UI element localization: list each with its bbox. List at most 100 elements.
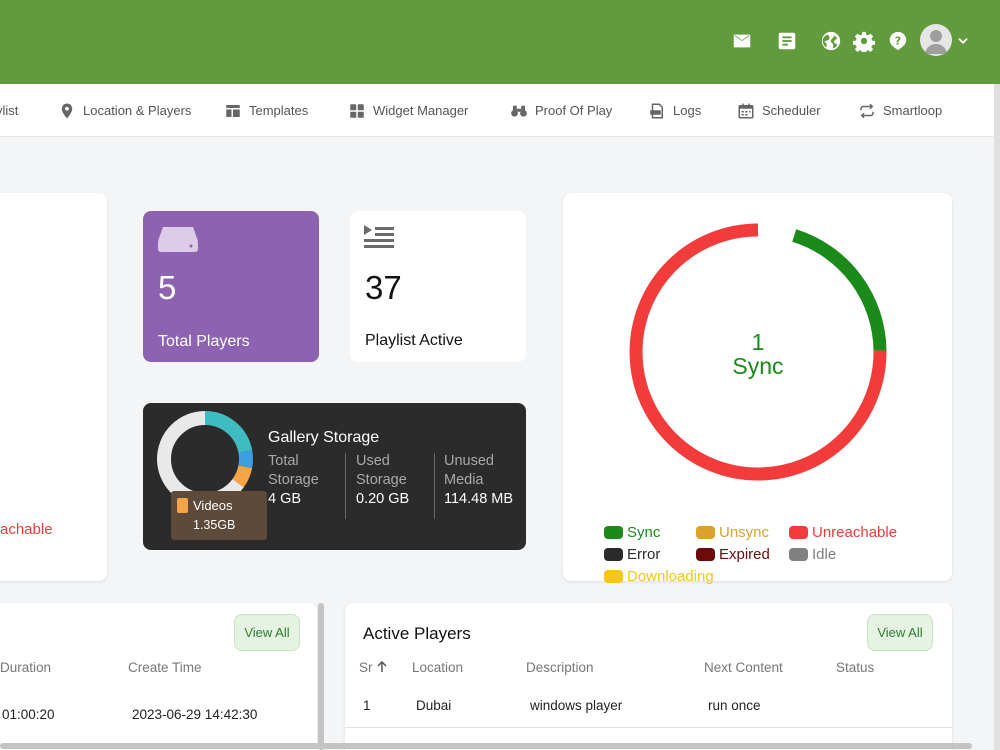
legend-item-unsync[interactable]: Unsync: [696, 524, 769, 541]
server-icon: [158, 227, 198, 252]
nav-item-widget-manager[interactable]: Widget Manager: [348, 84, 468, 137]
loop-icon: [860, 103, 874, 118]
column-header-create-time[interactable]: Create Time: [128, 660, 202, 675]
top-header-bar: ?: [0, 0, 1000, 84]
cell-create-time: 2023-06-29 14:42:30: [132, 707, 258, 722]
total-players-label: Total Players: [158, 333, 250, 350]
sync-count: 1: [751, 329, 765, 355]
tooltip-value: 1.35GB: [193, 518, 236, 532]
legend-label: Error: [627, 546, 661, 563]
cell-description: windows player: [530, 698, 623, 713]
column-header-sr[interactable]: Sr: [359, 660, 388, 675]
slice-audio[interactable]: [157, 411, 253, 507]
legend-label: Sync: [627, 524, 661, 541]
active-players-title: Active Players: [363, 624, 471, 643]
divider: [345, 453, 346, 519]
legend-label: Idle: [812, 546, 837, 563]
playlist-table-card: View All Duration Create Time 01:00:20 2…: [0, 603, 317, 750]
legend-label: Expired: [719, 546, 770, 563]
chevron-down-icon[interactable]: [956, 34, 970, 48]
svg-text:?: ?: [895, 35, 901, 48]
column-header-next-content[interactable]: Next Content: [704, 660, 783, 675]
tooltip-swatch: [177, 498, 188, 513]
legend-item-sync[interactable]: Sync: [604, 524, 660, 541]
legend-item-expired[interactable]: Expired: [696, 546, 770, 563]
sort-ascending-icon: [377, 660, 387, 672]
legend-label: Downloading: [627, 568, 714, 585]
tooltip-name: Videos: [193, 498, 233, 513]
view-all-playlist-button[interactable]: View All: [234, 614, 300, 651]
legend-item-idle[interactable]: Idle: [789, 546, 836, 563]
legend-swatch: [604, 526, 623, 539]
binoculars-icon: [511, 105, 527, 117]
mail-icon[interactable]: [731, 30, 753, 52]
page-scrollbar-track[interactable]: [994, 84, 1000, 750]
legend-item-unreachable[interactable]: Unreachable: [789, 524, 897, 541]
legend-swatch: [789, 548, 808, 561]
slice-unreachable[interactable]: [629, 223, 887, 481]
avatar[interactable]: [920, 24, 952, 56]
legend-label: Unreachable: [812, 524, 898, 541]
legend-swatch: [696, 548, 715, 561]
legend-label: Unsync: [719, 524, 770, 541]
legend-swatch: [789, 526, 808, 539]
total-players-value: 5: [158, 269, 177, 306]
active-players-card: Active Players View All Sr Location Desc…: [345, 603, 952, 750]
cell-next-content: run once: [708, 698, 761, 713]
sync-status: Sync: [732, 353, 784, 379]
note-icon[interactable]: [776, 30, 798, 52]
legend-swatch: [604, 548, 623, 561]
playlist-active-card[interactable]: 37 Playlist Active: [350, 211, 526, 362]
vertical-scrollbar[interactable]: [318, 603, 324, 750]
location-pin-icon: [61, 103, 73, 118]
gear-icon[interactable]: [853, 30, 875, 52]
cell-duration: 01:00:20: [2, 707, 55, 722]
nav-item-proof-of-play[interactable]: Proof Of Play: [510, 84, 612, 137]
playlist-active-value: 37: [365, 269, 402, 306]
cell-location: Dubai: [416, 698, 452, 713]
nav-item-playlist[interactable]: ylist: [0, 103, 19, 118]
used-storage-stat: Used Storage 0.20 GB: [356, 453, 410, 507]
column-header-location[interactable]: Location: [412, 660, 464, 675]
widget-icon: [350, 103, 364, 118]
nav-item-scheduler[interactable]: Scheduler: [737, 84, 821, 137]
player-status-card-partial: [0, 193, 107, 581]
column-header-duration[interactable]: Duration: [0, 660, 52, 675]
player-sync-chart-card: 1 Sync Sync Unsync Unreachable Error Exp…: [563, 193, 952, 585]
sync-center-label: 1 Sync: [708, 330, 808, 378]
logs-icon: [650, 103, 663, 118]
templates-icon: [226, 104, 240, 117]
playlist-active-label: Playlist Active: [365, 332, 463, 349]
globe-icon[interactable]: [820, 30, 842, 52]
gallery-storage-card: Gallery Storage Total Storage 4 GB Used …: [143, 403, 526, 550]
donut-tooltip: Videos 1.35GB: [171, 491, 267, 540]
nav-item-templates[interactable]: Templates: [224, 84, 308, 137]
legend-swatch: [604, 570, 623, 583]
used-storage-value: 0.20 GB: [356, 491, 410, 507]
column-header-description[interactable]: Description: [526, 660, 594, 675]
cell-sr: 1: [363, 698, 371, 713]
total-storage-value: 4 GB: [268, 491, 302, 507]
total-players-card[interactable]: 5 Total Players: [143, 211, 319, 362]
main-navigation: ylist Location & Players Templates Widge…: [0, 84, 1000, 137]
horizontal-scrollbar[interactable]: [0, 743, 972, 749]
nav-item-logs[interactable]: Logs: [648, 84, 701, 137]
unused-media-value: 114.48 MB: [444, 491, 514, 507]
help-icon[interactable]: ?: [887, 30, 909, 52]
playlist-icon: [364, 225, 394, 248]
nav-item-smartloop[interactable]: Smartloop: [858, 84, 942, 137]
row-divider: [345, 727, 952, 728]
divider: [434, 453, 435, 519]
column-header-status[interactable]: Status: [836, 660, 875, 675]
nav-item-location-players[interactable]: Location & Players: [58, 84, 191, 137]
calendar-icon: [738, 103, 754, 118]
view-all-players-button[interactable]: View All: [867, 614, 933, 651]
unreachable-label: achable: [0, 521, 53, 538]
avatar-icon: [925, 30, 947, 54]
sync-ring-chart[interactable]: [623, 217, 893, 487]
legend-item-error[interactable]: Error: [604, 546, 660, 563]
gallery-storage-title: Gallery Storage: [268, 429, 380, 446]
legend-swatch: [696, 526, 715, 539]
legend-item-downloading[interactable]: Downloading: [604, 568, 714, 585]
total-storage-stat: Total Storage 4 GB: [268, 453, 319, 507]
